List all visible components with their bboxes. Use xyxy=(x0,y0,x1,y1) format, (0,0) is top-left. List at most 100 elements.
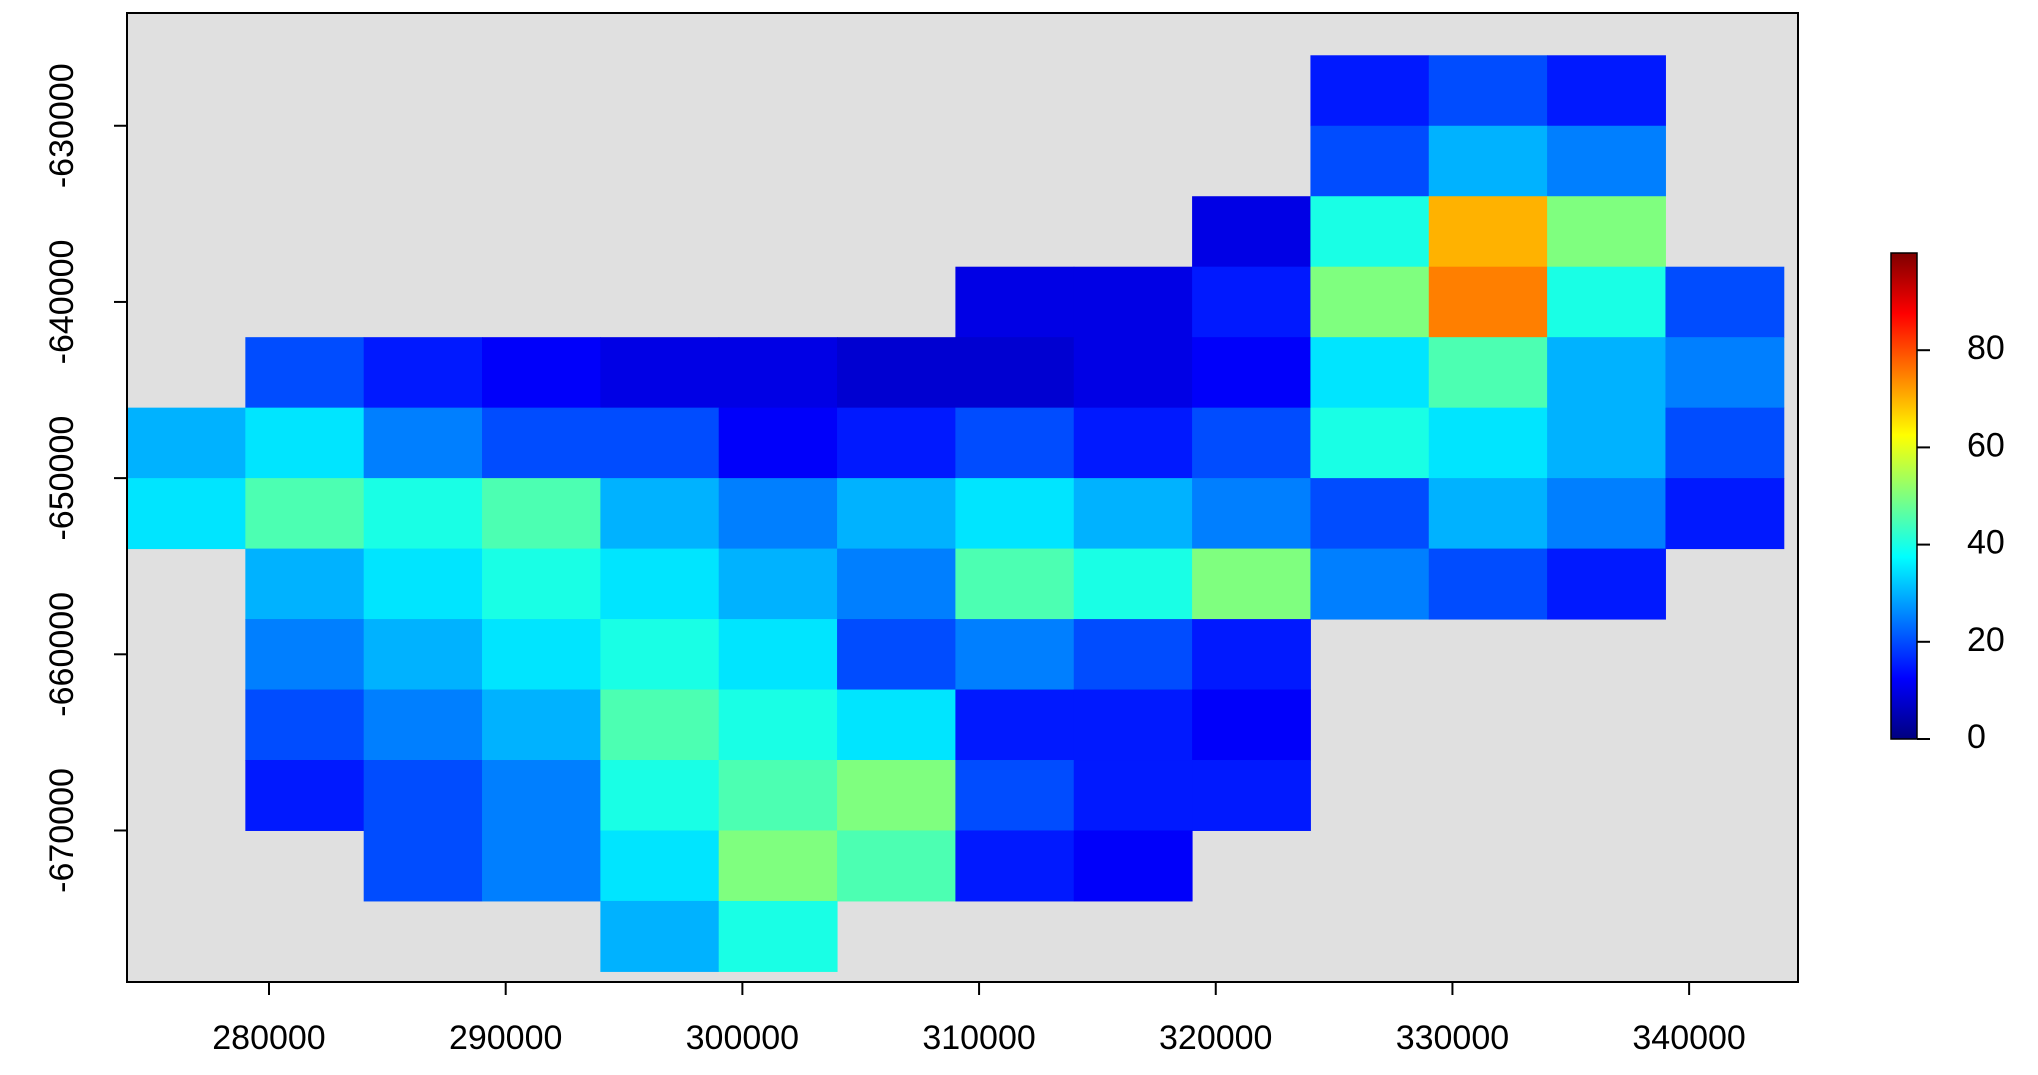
raster-cell xyxy=(1310,478,1429,549)
raster-cell xyxy=(955,549,1074,620)
chart: 280000 290000 300000 310000 320000 330000 3400… xyxy=(0,0,2038,1075)
raster-cell xyxy=(1429,478,1548,549)
raster-cell xyxy=(1665,408,1784,479)
raster-cell xyxy=(955,760,1074,831)
raster-cell xyxy=(364,760,483,831)
raster-cell xyxy=(1074,267,1193,338)
raster-cell xyxy=(364,690,483,761)
colorbar-tick-label: 40 xyxy=(1967,524,2005,562)
x-tick-label: 320000 xyxy=(1159,1019,1272,1057)
raster-cell xyxy=(364,337,483,408)
raster-cell xyxy=(1192,549,1311,620)
raster-cell xyxy=(1429,267,1548,338)
raster-cell xyxy=(1665,267,1784,338)
raster-cell xyxy=(1547,408,1666,479)
raster-cell xyxy=(482,337,601,408)
raster-cell xyxy=(837,478,956,549)
raster-cell xyxy=(1310,126,1429,197)
raster-cell xyxy=(364,549,483,620)
raster-cell xyxy=(1074,549,1193,620)
raster-cell xyxy=(600,619,719,690)
raster-cell xyxy=(600,690,719,761)
raster-cell xyxy=(127,478,246,549)
raster-cell xyxy=(719,901,838,972)
raster-cell xyxy=(600,478,719,549)
raster-cell xyxy=(1074,478,1193,549)
raster-cell xyxy=(600,549,719,620)
raster-cell xyxy=(1547,126,1666,197)
raster-cell xyxy=(1074,337,1193,408)
raster-cell xyxy=(1310,267,1429,338)
raster-cell xyxy=(837,690,956,761)
colorbar-tick-label: 60 xyxy=(1967,426,2005,464)
raster-cell xyxy=(364,408,483,479)
raster-cell xyxy=(482,690,601,761)
raster-cell xyxy=(600,830,719,901)
raster-cell xyxy=(1547,549,1666,620)
y-tick-label: -670000 xyxy=(43,768,81,893)
raster-cell xyxy=(1665,337,1784,408)
raster-cell xyxy=(837,830,956,901)
raster-cell xyxy=(245,549,364,620)
raster-cell xyxy=(1310,549,1429,620)
raster-cell xyxy=(719,690,838,761)
raster-cell xyxy=(482,760,601,831)
y-tick-label: -650000 xyxy=(43,416,81,541)
raster-cell xyxy=(600,408,719,479)
raster-cell xyxy=(1429,549,1548,620)
raster-cell xyxy=(1547,267,1666,338)
raster-cell xyxy=(955,337,1074,408)
raster-cell xyxy=(1429,55,1548,126)
raster-cell xyxy=(955,478,1074,549)
raster-cell xyxy=(719,478,838,549)
raster-cell xyxy=(1310,337,1429,408)
x-tick-label: 310000 xyxy=(922,1019,1035,1057)
raster-cell xyxy=(364,830,483,901)
raster-cell xyxy=(1310,55,1429,126)
colorbar-tick-label: 20 xyxy=(1967,621,2005,659)
raster-cell xyxy=(482,408,601,479)
colorbar-tick-label: 0 xyxy=(1967,718,1986,756)
raster-cell xyxy=(1192,690,1311,761)
raster-cell xyxy=(1429,408,1548,479)
raster-cell xyxy=(1429,196,1548,267)
raster-cell xyxy=(1310,196,1429,267)
raster-cell xyxy=(245,408,364,479)
x-tick-label: 300000 xyxy=(686,1019,799,1057)
raster-cell xyxy=(482,619,601,690)
x-tick-label: 340000 xyxy=(1632,1019,1745,1057)
raster-cell xyxy=(837,760,956,831)
x-tick-label: 290000 xyxy=(449,1019,562,1057)
raster-cell xyxy=(600,760,719,831)
raster-cell xyxy=(1192,619,1311,690)
raster-cell xyxy=(719,760,838,831)
raster-cell xyxy=(1665,478,1784,549)
raster-cell xyxy=(837,619,956,690)
raster-cell xyxy=(364,478,483,549)
raster-cell xyxy=(127,408,246,479)
raster-cell xyxy=(837,549,956,620)
raster-cell xyxy=(482,549,601,620)
raster-cell xyxy=(719,337,838,408)
raster-cell xyxy=(1547,478,1666,549)
raster-cell xyxy=(1429,337,1548,408)
raster-cell xyxy=(955,690,1074,761)
colorbar-tick-label: 80 xyxy=(1967,329,2005,367)
raster-cell xyxy=(719,408,838,479)
x-tick-label: 280000 xyxy=(212,1019,325,1057)
colorbar xyxy=(1891,253,1917,739)
raster-cell xyxy=(1192,337,1311,408)
raster-cell xyxy=(245,690,364,761)
raster-cell xyxy=(837,337,956,408)
raster-cell xyxy=(955,267,1074,338)
raster-cell xyxy=(1192,478,1311,549)
raster-cell xyxy=(1192,196,1311,267)
raster-cell xyxy=(600,337,719,408)
raster-cell xyxy=(482,830,601,901)
raster-cell xyxy=(719,549,838,620)
y-tick-label: -640000 xyxy=(43,240,81,365)
raster-cell xyxy=(1074,690,1193,761)
raster-cell xyxy=(1429,126,1548,197)
x-tick-label: 330000 xyxy=(1396,1019,1509,1057)
raster-cell xyxy=(1192,267,1311,338)
